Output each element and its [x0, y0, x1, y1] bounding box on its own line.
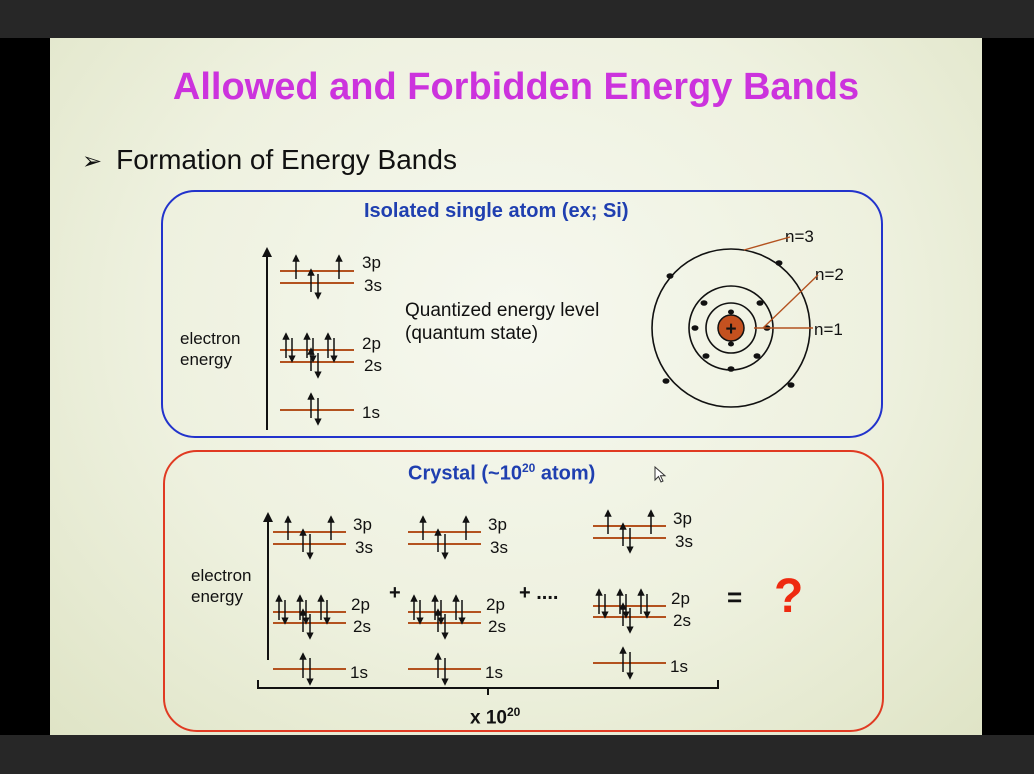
nucleus [717, 314, 745, 342]
slide: Allowed and Forbidden Energy Bands ➢ Form… [50, 38, 982, 735]
isolated-title: Isolated single atom (ex; Si) [364, 200, 629, 222]
crystal-level-3p: 3p [673, 509, 692, 528]
diagram-svg: + [257, 236, 819, 695]
crystal-box [163, 450, 884, 732]
isolated-level-2p: 2p [362, 334, 381, 353]
multiplier-brace [257, 680, 719, 695]
crystal-level-2p: 2p [671, 589, 690, 608]
shell-label-n2: n=2 [815, 265, 844, 284]
isolated-axis-label-line2: energy [180, 350, 232, 369]
crystal-level-1s: 1s [485, 663, 503, 682]
nucleus-sign: + [725, 319, 736, 340]
crystal-level-1s: 1s [670, 657, 688, 676]
crystal-level-3s: 3s [355, 538, 373, 557]
crystal-axis-label-line2: energy [191, 587, 243, 606]
crystal-level-2s: 2s [353, 617, 371, 636]
slide-title: Allowed and Forbidden Energy Bands [172, 66, 860, 108]
bullet-item: ➢ Formation of Energy Bands [82, 144, 457, 176]
quantized-level-text: Quantized energy level [405, 300, 600, 321]
isolated-level-2s: 2s [364, 356, 382, 375]
crystal-axis-label-line1: electron [191, 566, 252, 585]
isolated-axis-label-line1: electron [180, 329, 241, 348]
shell-label-n1: n=1 [814, 320, 843, 339]
multiplier-label: x 1020 [470, 705, 521, 729]
crystal-level-2p: 2p [486, 595, 505, 614]
shell-leader-lines [743, 236, 819, 329]
crystal-level-3p: 3p [488, 515, 507, 534]
bullet-text: Formation of Energy Bands [116, 144, 457, 175]
isolated-spin-arrows [282, 254, 343, 426]
isolated-energy-levels [280, 270, 354, 411]
crystal-level-2p: 2p [351, 595, 370, 614]
mouse-cursor-icon [654, 465, 667, 483]
crystal-title: Crystal (~1020 atom) [408, 461, 596, 485]
window-bottom-bar [0, 735, 1034, 774]
window-top-bar [0, 0, 1034, 38]
crystal-level-2s: 2s [488, 617, 506, 636]
quantum-state-text: (quantum state) [405, 323, 539, 344]
plus-ellipsis: + .... [519, 582, 559, 604]
plus-sign-1: + [389, 582, 401, 604]
crystal-level-3s: 3s [490, 538, 508, 557]
shell-label-n3: n=3 [785, 227, 814, 246]
isolated-level-3s: 3s [364, 276, 382, 295]
isolated-level-1s: 1s [362, 403, 380, 422]
bullet-arrow-icon: ➢ [82, 148, 103, 175]
crystal-level-1s: 1s [350, 663, 368, 682]
equals-sign: = [727, 582, 743, 612]
atom-electrons [662, 260, 795, 388]
crystal-atom-diagrams [273, 509, 666, 686]
crystal-level-3s: 3s [675, 532, 693, 551]
crystal-level-2s: 2s [673, 611, 691, 630]
crystal-level-3p: 3p [353, 515, 372, 534]
isolated-level-3p: 3p [362, 253, 381, 272]
question-mark: ? [774, 570, 804, 623]
isolated-atom-box [161, 190, 883, 438]
